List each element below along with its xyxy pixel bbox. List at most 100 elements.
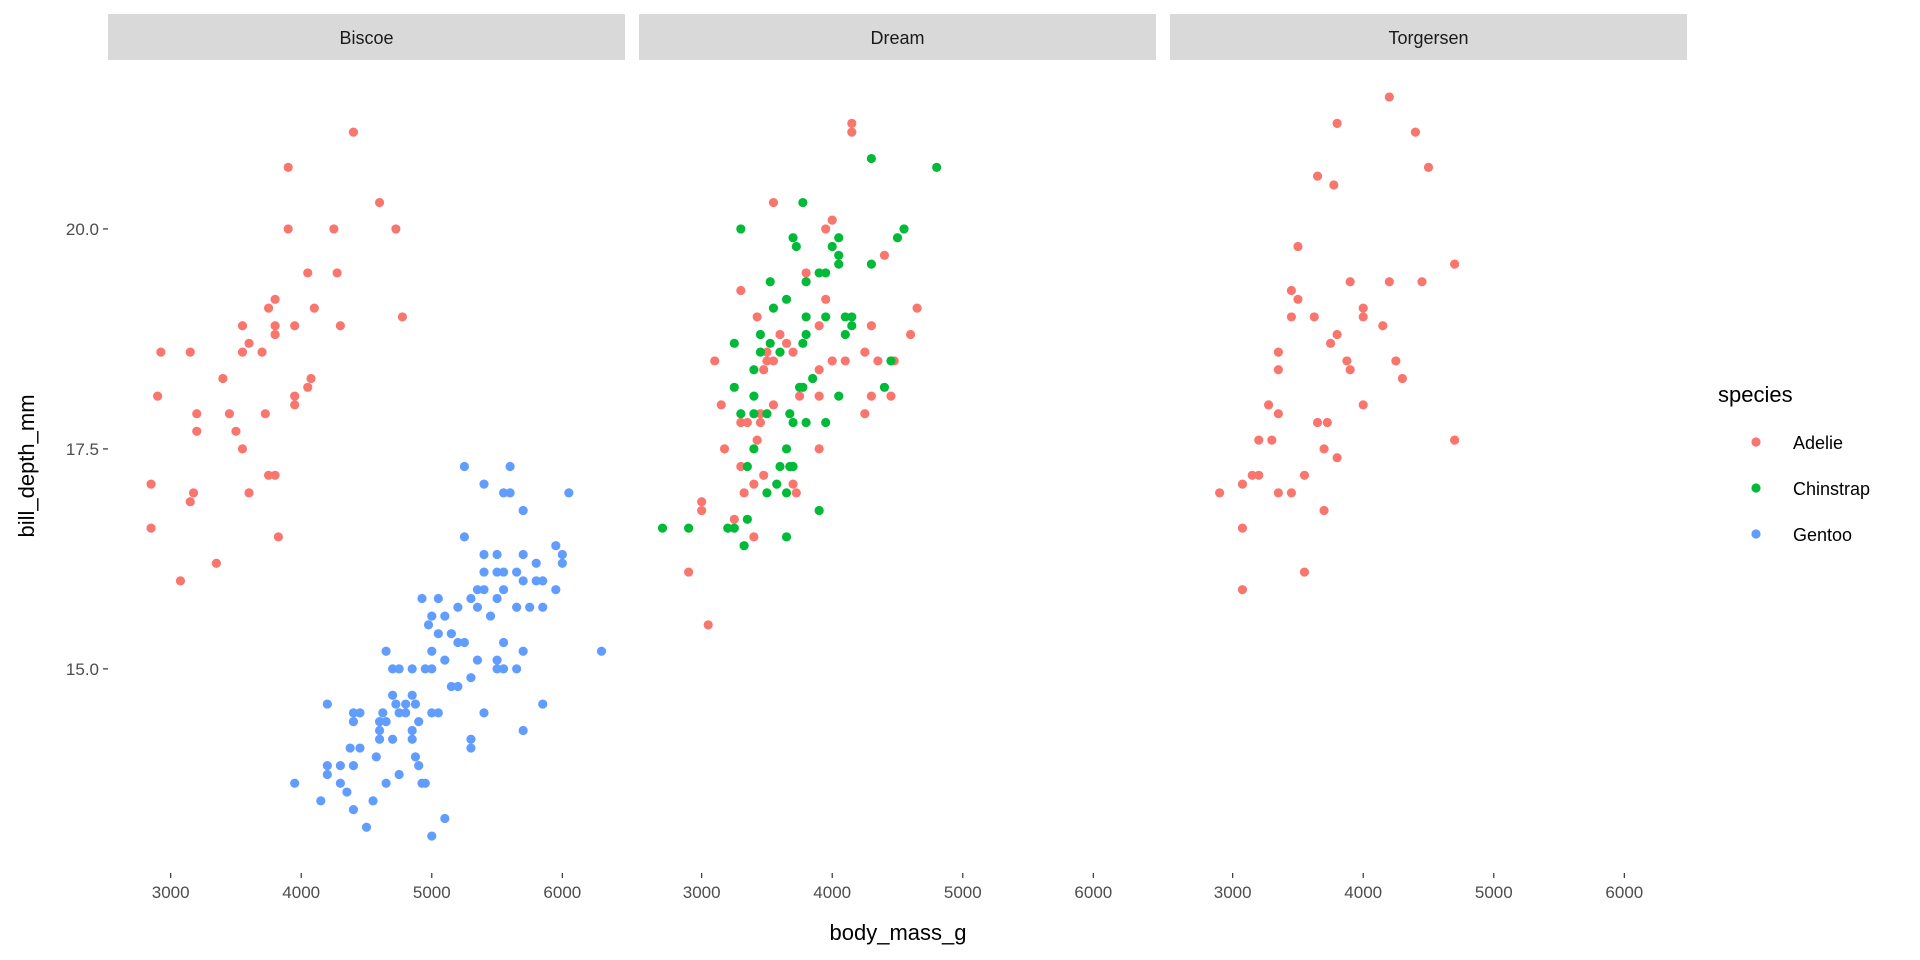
facet-strip-label: Biscoe: [339, 28, 393, 48]
data-point-adelie: [1319, 505, 1329, 516]
data-point-adelie: [886, 391, 896, 401]
data-point-chinstrap: [729, 338, 739, 348]
data-point-gentoo: [557, 558, 567, 568]
data-point-gentoo: [335, 761, 345, 771]
data-point-adelie: [1332, 118, 1342, 128]
data-point-gentoo: [492, 664, 502, 674]
data-point-gentoo: [361, 822, 372, 832]
data-point-gentoo: [466, 743, 476, 753]
data-point-adelie: [860, 347, 870, 357]
data-point-adelie: [768, 356, 779, 366]
data-point-chinstrap: [821, 312, 831, 322]
legend-label: Chinstrap: [1793, 479, 1870, 499]
data-point-gentoo: [492, 655, 502, 665]
data-point-gentoo: [381, 646, 391, 656]
series-chinstrap: [657, 153, 942, 551]
data-point-adelie: [1254, 435, 1264, 445]
data-point-adelie: [736, 461, 746, 472]
data-point-gentoo: [538, 699, 548, 709]
data-point-gentoo: [512, 602, 522, 612]
data-point-chinstrap: [684, 523, 694, 533]
facet-panels: Biscoe 3000 4000 5000 6000 Dream 3000 4000 5000 6…: [108, 14, 1687, 902]
legend-item-chinstrap: Chinstrap: [1751, 479, 1870, 499]
data-point-adelie: [1299, 470, 1310, 480]
data-point-gentoo: [557, 549, 567, 560]
data-point-gentoo: [345, 743, 355, 753]
data-point-chinstrap: [755, 329, 766, 340]
data-point-adelie: [1319, 444, 1329, 454]
data-point-adelie: [1332, 453, 1342, 463]
data-point-adelie: [1293, 294, 1303, 304]
x-tick-label: 5000: [944, 883, 982, 902]
data-point-chinstrap: [729, 523, 739, 533]
data-point-adelie: [1215, 488, 1225, 498]
data-point-gentoo: [479, 549, 489, 560]
data-point-gentoo: [538, 602, 548, 612]
data-point-adelie: [860, 409, 870, 419]
series-adelie: [146, 127, 408, 586]
x-tick-label: 5000: [413, 883, 451, 902]
data-point-gentoo: [485, 611, 496, 621]
data-point-adelie: [794, 391, 805, 401]
data-point-adelie: [697, 497, 707, 507]
series-gentoo: [290, 461, 607, 841]
data-point-gentoo: [374, 725, 385, 736]
x-tick-label: 5000: [1475, 883, 1513, 902]
data-point-adelie: [768, 197, 779, 208]
data-point-adelie: [749, 479, 759, 489]
data-point-gentoo: [381, 778, 391, 788]
data-point-adelie: [814, 321, 824, 331]
data-point-adelie: [814, 365, 824, 375]
data-point-adelie: [755, 409, 766, 419]
data-point-gentoo: [348, 761, 359, 771]
data-point-adelie: [814, 391, 824, 401]
data-point-gentoo: [440, 813, 450, 824]
data-point-adelie: [218, 373, 228, 384]
data-point-adelie: [703, 620, 713, 630]
data-point-adelie: [290, 400, 300, 410]
data-point-adelie: [752, 312, 762, 322]
data-point-adelie: [188, 488, 199, 498]
data-point-adelie: [1286, 488, 1297, 498]
data-point-gentoo: [433, 629, 443, 639]
data-point-adelie: [1267, 435, 1277, 445]
data-point-gentoo: [391, 699, 401, 709]
data-point-chinstrap: [775, 461, 785, 472]
data-point-adelie: [1309, 312, 1319, 322]
facet-strip: [639, 14, 1156, 60]
data-point-chinstrap: [785, 409, 795, 419]
data-point-gentoo: [453, 681, 463, 692]
data-point-chinstrap: [749, 409, 759, 419]
data-point-chinstrap: [821, 417, 831, 428]
data-point-gentoo: [498, 637, 509, 648]
data-point-adelie: [257, 347, 267, 357]
data-point-gentoo: [388, 734, 398, 744]
data-point-adelie: [755, 417, 766, 428]
data-point-gentoo: [388, 664, 398, 674]
facet-biscoe: Biscoe 3000 4000 5000 6000: [108, 14, 625, 902]
data-point-gentoo: [505, 488, 515, 498]
legend-title: species: [1718, 382, 1793, 407]
data-point-chinstrap: [801, 277, 811, 287]
data-point-gentoo: [371, 752, 381, 762]
data-point-chinstrap: [866, 153, 876, 164]
facet-strip: [1170, 14, 1687, 60]
data-point-chinstrap: [899, 224, 909, 234]
data-point-adelie: [1263, 400, 1274, 410]
data-point-adelie: [821, 224, 831, 234]
y-tick-label: 17.5: [66, 440, 99, 459]
data-point-adelie: [1322, 417, 1332, 428]
data-point-gentoo: [368, 796, 378, 806]
data-point-gentoo: [492, 593, 502, 604]
data-point-gentoo: [453, 602, 463, 612]
data-point-adelie: [211, 558, 221, 568]
y-tick-label: 15.0: [66, 660, 99, 679]
data-point-gentoo: [538, 576, 548, 586]
data-point-adelie: [1273, 347, 1283, 357]
data-point-gentoo: [446, 629, 456, 639]
data-point-adelie: [1384, 277, 1394, 287]
data-point-gentoo: [479, 479, 489, 489]
data-point-adelie: [729, 514, 739, 524]
data-point-adelie: [1273, 409, 1283, 419]
data-point-adelie: [710, 356, 720, 366]
